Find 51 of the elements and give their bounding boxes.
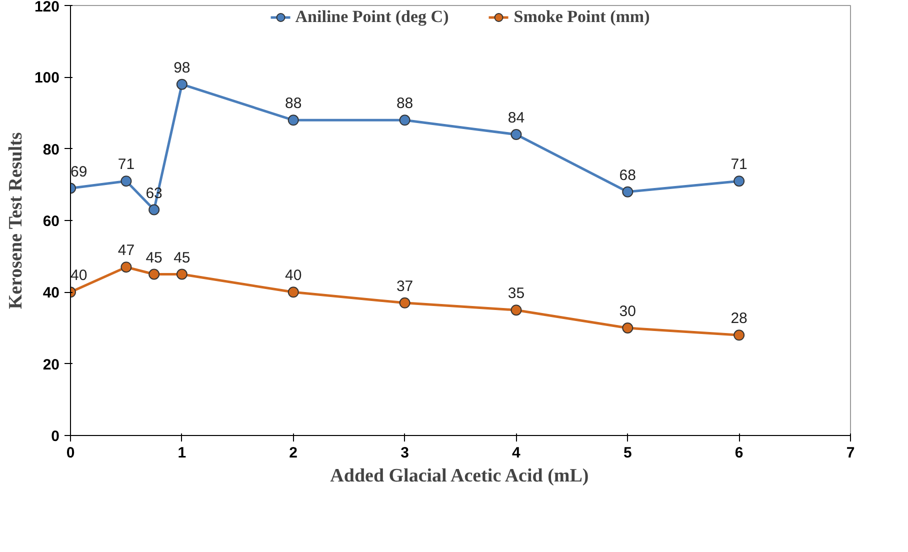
x-tick-label: 0 <box>66 444 75 462</box>
point <box>734 176 745 187</box>
data-label: 71 <box>118 156 135 174</box>
data-label: 88 <box>396 95 414 112</box>
data-label: 40 <box>285 267 302 284</box>
point <box>399 297 410 308</box>
point <box>399 114 410 126</box>
y-tick-label: 120 <box>34 0 60 16</box>
x-tick-label: 4 <box>512 444 522 462</box>
point <box>288 286 299 298</box>
x-tick-label: 3 <box>400 444 409 462</box>
data-label: 68 <box>619 166 636 184</box>
y-tick-label: 100 <box>34 70 60 87</box>
data-label: 84 <box>508 110 525 126</box>
y-tick-label: 40 <box>42 284 60 302</box>
data-label: 30 <box>619 303 636 320</box>
y-tick-label: 20 <box>42 356 60 374</box>
data-label: 69 <box>70 163 88 180</box>
x-tick-label: 5 <box>623 444 632 462</box>
data-label: 71 <box>730 156 748 174</box>
point <box>510 129 522 140</box>
data-label: 35 <box>508 285 525 302</box>
y-tick-label: 60 <box>42 213 60 230</box>
x-tick-label: 6 <box>734 444 744 462</box>
point <box>288 114 299 126</box>
data-label: 45 <box>146 249 162 266</box>
point <box>622 186 634 198</box>
data-label: 28 <box>730 310 748 328</box>
point <box>176 268 188 280</box>
legend-label: Aniline Point (deg C) <box>295 7 449 27</box>
x-tick-label: 1 <box>178 444 186 462</box>
y-axis-title: Kerosene Test Results <box>5 132 26 310</box>
data-label: 88 <box>285 95 302 112</box>
point <box>510 304 522 316</box>
y-tick-label: 80 <box>42 141 60 158</box>
data-label: 45 <box>174 249 190 266</box>
legend-label: Smoke Point (mm) <box>514 7 650 27</box>
x-tick-label: 2 <box>289 444 298 462</box>
point <box>120 262 132 273</box>
data-label: 37 <box>396 278 414 295</box>
point <box>120 176 132 187</box>
point <box>148 204 160 216</box>
x-axis-title: Added Glacial Acetic Acid (mL) <box>330 466 589 486</box>
point <box>176 78 188 90</box>
y-tick-label: 0 <box>51 428 60 445</box>
data-label: 47 <box>118 242 135 260</box>
point <box>622 322 634 334</box>
point <box>734 330 745 341</box>
point <box>148 268 160 280</box>
data-label: 98 <box>174 59 190 76</box>
x-tick-label: 7 <box>846 444 855 462</box>
